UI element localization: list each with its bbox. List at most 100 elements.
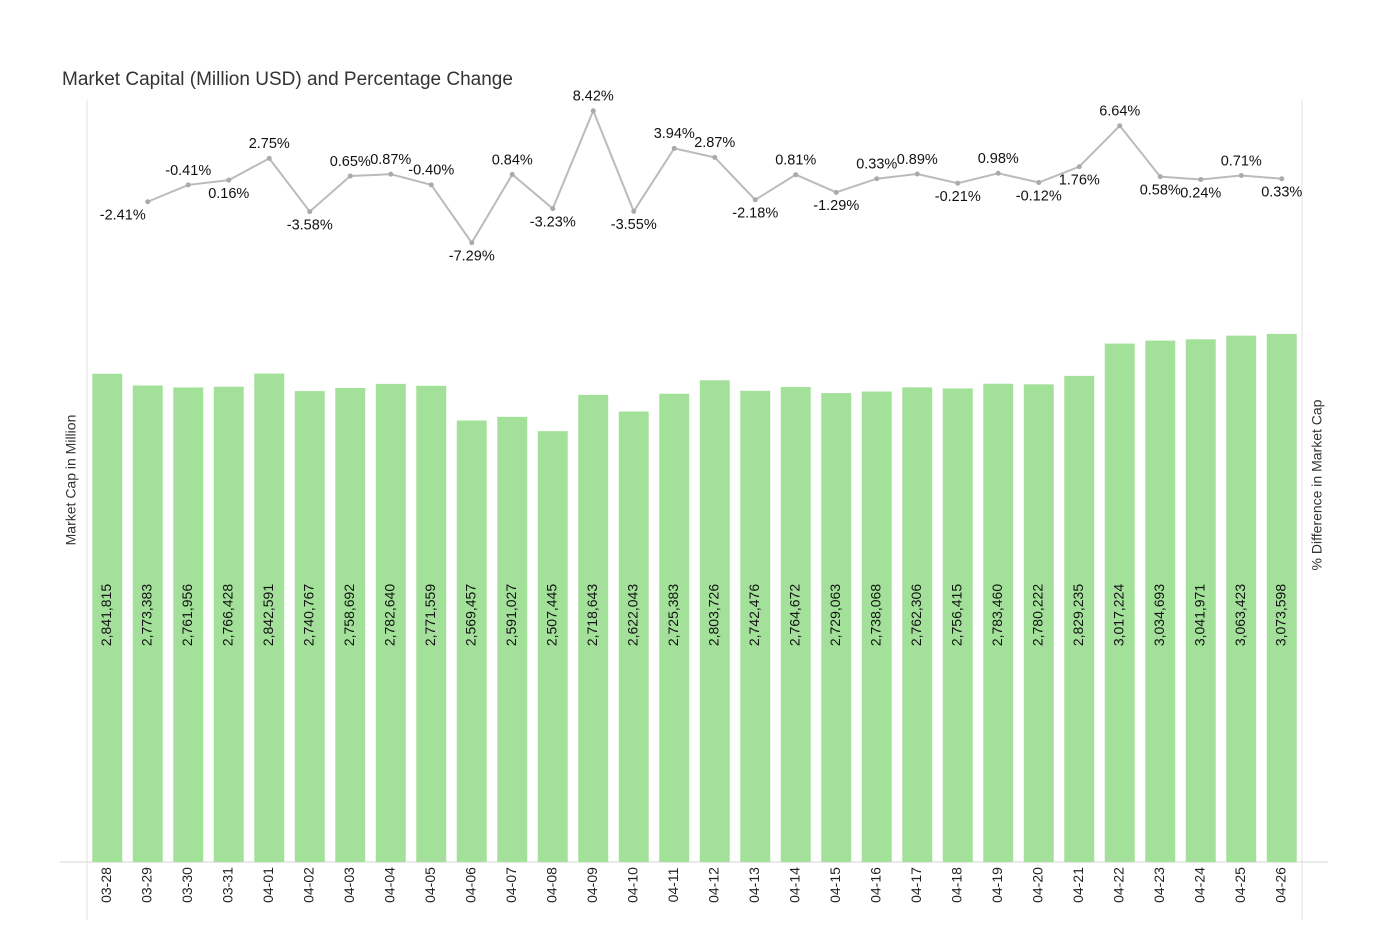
- line-label: 3.94%: [654, 126, 695, 142]
- bar: [416, 385, 447, 862]
- line-point: [266, 155, 272, 161]
- bar: [497, 416, 528, 862]
- line-label: -3.55%: [611, 217, 657, 233]
- x-tick-label: 04-26: [1272, 867, 1288, 903]
- chart-title: Market Capital (Million USD) and Percent…: [62, 69, 513, 90]
- bar-label: 2,841,815: [98, 584, 114, 646]
- line-label: 0.58%: [1140, 182, 1181, 198]
- line-label: -0.12%: [1016, 188, 1062, 204]
- x-tick-label: 04-07: [503, 867, 519, 903]
- bar-label: 2,622,043: [624, 584, 640, 646]
- bar: [537, 431, 568, 862]
- line-point: [631, 208, 637, 214]
- y2-axis-title: % Difference in Market Cap: [1309, 399, 1325, 570]
- x-tick-label: 04-04: [381, 867, 397, 903]
- bar: [618, 411, 649, 862]
- line-point: [1117, 123, 1123, 129]
- bar-label: 2,761,956: [179, 584, 195, 646]
- x-tick-label: 04-15: [827, 867, 843, 903]
- bar-label: 2,771,559: [422, 584, 438, 646]
- bar: [456, 420, 487, 862]
- line-label: -2.18%: [732, 206, 778, 222]
- line-label: -3.23%: [530, 214, 576, 230]
- bar-label: 2,773,383: [138, 584, 154, 646]
- line-point: [590, 108, 596, 114]
- line-label: 0.24%: [1180, 185, 1221, 201]
- line-label: 6.64%: [1099, 104, 1140, 120]
- bar: [983, 383, 1014, 862]
- x-tick-label: 04-11: [665, 867, 681, 902]
- bar: [780, 386, 811, 862]
- line-point: [995, 170, 1001, 176]
- x-tick-label: 04-09: [584, 867, 600, 903]
- bar-label: 2,718,643: [584, 584, 600, 646]
- line-point: [145, 199, 151, 205]
- line-point: [793, 172, 799, 178]
- x-tick-label: 04-10: [624, 867, 640, 903]
- x-tick-label: 03-30: [179, 867, 195, 903]
- bar-label: 2,591,027: [503, 584, 519, 646]
- line-label: 8.42%: [573, 89, 614, 105]
- bar-label: 3,073,598: [1272, 584, 1288, 646]
- line-label: 0.33%: [856, 157, 897, 173]
- line-label: -3.58%: [287, 217, 333, 233]
- bar: [1185, 339, 1216, 863]
- bar: [1145, 340, 1176, 863]
- bar-label: 2,783,460: [989, 584, 1005, 646]
- line-point: [509, 171, 515, 177]
- bar: [335, 388, 366, 862]
- x-tick-label: 04-05: [422, 867, 438, 903]
- bar-label: 2,742,476: [746, 584, 762, 646]
- x-tick-label: 04-12: [705, 867, 721, 903]
- line-label: 0.89%: [897, 152, 938, 168]
- bar: [740, 390, 771, 862]
- line-label: -2.41%: [100, 208, 146, 224]
- line-point: [1076, 164, 1082, 170]
- bar: [578, 394, 609, 862]
- bar: [92, 373, 123, 862]
- line-label: 0.84%: [492, 152, 533, 168]
- bar-label: 3,063,423: [1232, 584, 1248, 646]
- x-tick-label: 04-19: [989, 867, 1005, 903]
- bar-label: 2,842,591: [260, 584, 276, 646]
- line-label: 0.87%: [370, 152, 411, 168]
- x-tick-label: 04-18: [948, 867, 964, 903]
- line-point: [347, 173, 353, 179]
- x-tick-label: 03-28: [98, 867, 114, 903]
- line-point: [955, 180, 961, 186]
- x-tick-label: 04-17: [908, 867, 924, 903]
- line-label: 0.16%: [208, 186, 249, 202]
- line-point: [388, 171, 394, 177]
- bar-label: 2,756,415: [948, 584, 964, 646]
- bar-label: 2,758,692: [341, 584, 357, 646]
- x-tick-label: 04-23: [1151, 867, 1167, 903]
- bar-label: 2,569,457: [462, 584, 478, 646]
- line-point: [1036, 180, 1042, 186]
- bar: [902, 387, 933, 862]
- line-label: -1.29%: [813, 198, 859, 214]
- bar: [1064, 375, 1095, 862]
- line-point: [1157, 174, 1163, 180]
- line-point: [185, 182, 191, 188]
- line-label: 2.87%: [694, 135, 735, 151]
- x-tick-label: 04-20: [1029, 867, 1045, 903]
- line-point: [307, 209, 313, 215]
- bar-label: 3,017,224: [1110, 584, 1126, 646]
- bar: [1226, 335, 1257, 862]
- line-point: [874, 176, 880, 182]
- x-tick-label: 04-14: [786, 867, 802, 903]
- line-point: [752, 197, 758, 203]
- line-point: [914, 171, 920, 177]
- bar-label: 2,782,640: [381, 584, 397, 646]
- bar: [699, 380, 730, 862]
- line-label: 0.98%: [978, 151, 1019, 167]
- line-point: [226, 177, 232, 183]
- line-point: [671, 145, 677, 151]
- line-point: [1279, 176, 1285, 182]
- x-tick-label: 03-29: [138, 867, 154, 903]
- line-label: -0.40%: [408, 163, 454, 179]
- bar: [375, 383, 406, 862]
- bar-label: 2,829,235: [1070, 584, 1086, 646]
- line-point: [550, 206, 556, 212]
